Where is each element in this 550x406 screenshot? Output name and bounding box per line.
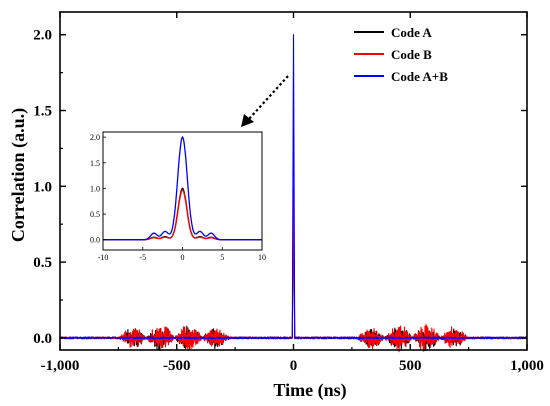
y-tick-label: 2.0 <box>33 28 52 44</box>
inset-y-tick-label: 0.0 <box>90 236 100 245</box>
inset-y-tick-label: 0.5 <box>90 210 100 219</box>
y-tick-label: 0.0 <box>33 331 52 347</box>
x-tick-label: 500 <box>399 358 422 374</box>
inset-pointer-arrow <box>241 75 289 127</box>
x-axis-title: Time (ns) <box>273 380 346 401</box>
arrow-head <box>241 114 254 127</box>
legend-label: Code B <box>391 47 432 62</box>
y-axis-title: Correlation (a.u.) <box>8 108 29 242</box>
series-line-code-a-b <box>59 34 528 340</box>
inset-x-tick-label: -10 <box>98 253 109 262</box>
inset-x-tick-label: -5 <box>139 253 146 262</box>
series-line-code-b <box>59 185 528 353</box>
inset-y-tick-label: 2.0 <box>90 133 100 142</box>
inset-line-code-a-b <box>103 135 262 241</box>
inset-y-tick-label: 1.5 <box>90 159 100 168</box>
inset-chart: -10 -5 0 5 10 0.0 0.5 1.0 1.5 2.0 <box>90 131 266 262</box>
main-axes-group: -1,000 -500 0 500 1,000 0.0 0.5 1.0 1.5 2.0 <box>33 11 544 374</box>
legend-label: Code A <box>391 25 432 40</box>
inset-background <box>102 131 263 251</box>
inset-y-tick-label: 1.0 <box>90 184 100 193</box>
main-series-group <box>59 34 528 353</box>
y-tick-label: 1.0 <box>33 179 52 195</box>
inset-x-tick-label: 10 <box>258 253 266 262</box>
x-tick-label: 1,000 <box>510 358 544 374</box>
x-tick-label: -1,000 <box>41 358 80 374</box>
y-tick-label: 0.5 <box>33 255 52 271</box>
inset-x-tick-label: 0 <box>181 253 185 262</box>
legend-label: Code A+B <box>391 69 448 84</box>
inset-x-tick-label: 5 <box>220 253 224 262</box>
legend: Code A Code B Code A+B <box>354 25 448 84</box>
x-tick-label: 0 <box>290 358 298 374</box>
x-tick-label: -500 <box>163 358 191 374</box>
y-tick-label: 1.5 <box>33 104 52 120</box>
